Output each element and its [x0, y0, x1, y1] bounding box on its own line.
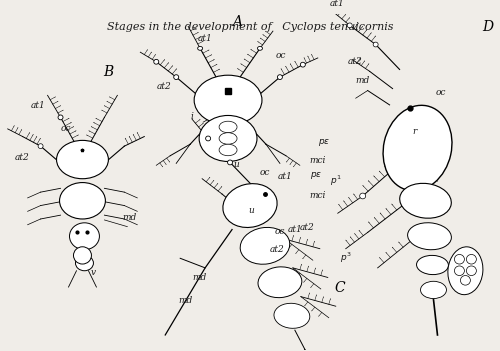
Text: $p\varepsilon$: $p\varepsilon$	[310, 170, 322, 181]
Ellipse shape	[194, 75, 262, 125]
Text: r: r	[412, 127, 417, 136]
Ellipse shape	[300, 62, 306, 67]
Text: at2: at2	[300, 223, 314, 232]
Ellipse shape	[228, 160, 232, 165]
Text: A: A	[232, 15, 242, 29]
Ellipse shape	[223, 184, 277, 227]
Text: mci: mci	[310, 191, 326, 200]
Text: v: v	[90, 267, 96, 277]
Ellipse shape	[416, 256, 448, 274]
Ellipse shape	[373, 42, 378, 47]
Text: $p^1$: $p^1$	[330, 174, 342, 188]
Ellipse shape	[198, 46, 202, 50]
Ellipse shape	[420, 281, 446, 299]
Ellipse shape	[70, 223, 100, 250]
Circle shape	[466, 266, 476, 276]
Text: md: md	[122, 213, 136, 222]
Text: oc: oc	[260, 168, 270, 177]
Text: at2: at2	[348, 57, 362, 66]
Text: oc: oc	[275, 227, 285, 236]
Text: i: i	[190, 112, 193, 121]
Ellipse shape	[383, 105, 452, 191]
Ellipse shape	[206, 136, 210, 141]
Ellipse shape	[274, 303, 310, 328]
Text: $p\varepsilon$: $p\varepsilon$	[318, 137, 330, 148]
Text: u: u	[248, 206, 254, 215]
Text: $p^3$: $p^3$	[340, 251, 351, 265]
Text: md: md	[192, 273, 206, 282]
Ellipse shape	[174, 75, 178, 80]
Text: at2: at2	[156, 82, 171, 91]
Ellipse shape	[58, 115, 63, 120]
Text: at1: at1	[288, 225, 302, 234]
Ellipse shape	[219, 121, 237, 133]
Ellipse shape	[448, 247, 483, 294]
Ellipse shape	[199, 115, 257, 161]
Text: C: C	[334, 281, 345, 295]
Circle shape	[454, 254, 464, 264]
Text: md: md	[178, 296, 192, 305]
Ellipse shape	[360, 193, 366, 199]
Text: at1: at1	[330, 0, 344, 8]
Ellipse shape	[154, 59, 159, 64]
Ellipse shape	[408, 223, 452, 250]
Ellipse shape	[219, 144, 237, 156]
Text: md: md	[356, 76, 370, 85]
Text: at2: at2	[14, 153, 30, 161]
Ellipse shape	[76, 256, 94, 271]
Text: B: B	[104, 65, 114, 79]
Ellipse shape	[38, 144, 43, 148]
Circle shape	[460, 276, 470, 285]
Ellipse shape	[278, 75, 282, 80]
Circle shape	[454, 266, 464, 276]
Circle shape	[74, 247, 92, 264]
Text: at1: at1	[198, 34, 213, 43]
Text: oc: oc	[276, 51, 286, 60]
Ellipse shape	[56, 140, 108, 179]
Text: at1: at1	[30, 101, 46, 110]
Ellipse shape	[347, 23, 352, 28]
Ellipse shape	[258, 46, 262, 50]
Text: u: u	[233, 160, 239, 169]
Circle shape	[466, 254, 476, 264]
Ellipse shape	[60, 183, 106, 219]
Text: at1: at1	[278, 172, 292, 181]
Ellipse shape	[258, 267, 302, 298]
Text: D: D	[482, 20, 493, 34]
Ellipse shape	[240, 227, 290, 264]
Text: oc: oc	[436, 88, 446, 97]
Ellipse shape	[400, 183, 452, 218]
Ellipse shape	[219, 133, 237, 144]
Text: mci: mci	[310, 157, 326, 165]
Text: at2: at2	[270, 245, 284, 253]
Text: oc: oc	[60, 124, 71, 133]
Text: Stages in the development of   Cyclops tenuicornis: Stages in the development of Cyclops ten…	[107, 21, 393, 32]
